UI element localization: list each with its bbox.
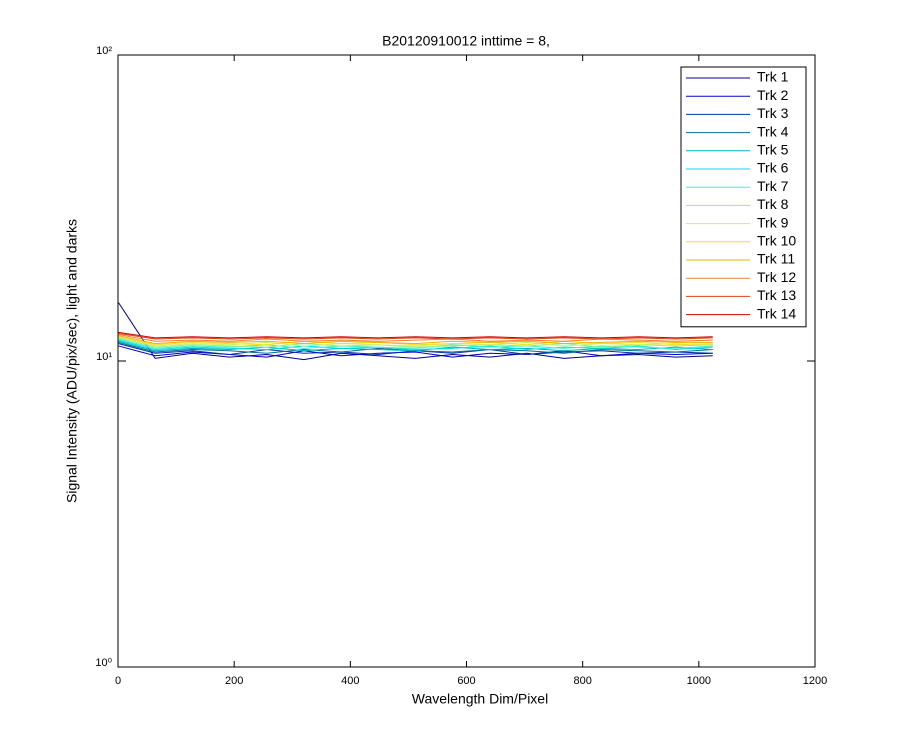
series-line (118, 340, 713, 352)
x-tick-label: 400 (341, 675, 359, 687)
x-tick-label: 1200 (803, 675, 827, 687)
legend-label: Trk 13 (757, 287, 796, 303)
x-axis-label: Wavelength Dim/Pixel (412, 691, 548, 707)
x-tick-label: 1000 (687, 675, 711, 687)
x-tick-label: 600 (457, 675, 475, 687)
series-line (118, 331, 713, 339)
legend-label: Trk 9 (757, 214, 789, 230)
y-tick-label: 10⁰ (95, 657, 112, 669)
series-line (118, 336, 713, 347)
legend-box (680, 66, 807, 328)
series-line (118, 336, 713, 346)
legend-label: Trk 2 (757, 87, 789, 103)
legend-label: Trk 10 (757, 233, 796, 249)
series-line (118, 335, 713, 345)
x-tick-label: 0 (115, 675, 121, 687)
chart-title: B20120910012 inttime = 8, (382, 33, 550, 49)
legend-label: Trk 1 (757, 69, 789, 85)
legend-label: Trk 7 (757, 178, 789, 194)
series-line (118, 334, 713, 342)
series-line (118, 339, 713, 351)
legend-label: Trk 11 (757, 251, 795, 267)
legend-label: Trk 4 (757, 123, 789, 139)
y-axis-label: Signal Intensity (ADU/pix/sec), light an… (64, 219, 80, 503)
y-tick-label: 10² (96, 45, 112, 57)
legend-label: Trk 12 (757, 269, 796, 285)
legend-label: Trk 8 (757, 196, 789, 212)
series-line (118, 332, 713, 340)
legend-label: Trk 14 (757, 305, 796, 321)
x-tick-label: 800 (573, 675, 591, 687)
legend-label: Trk 6 (757, 160, 789, 176)
legend-label: Trk 3 (757, 105, 789, 121)
y-tick-label: 10¹ (96, 351, 112, 363)
legend-label: Trk 5 (757, 142, 789, 158)
x-tick-label: 200 (225, 675, 243, 687)
series-line (118, 337, 713, 348)
